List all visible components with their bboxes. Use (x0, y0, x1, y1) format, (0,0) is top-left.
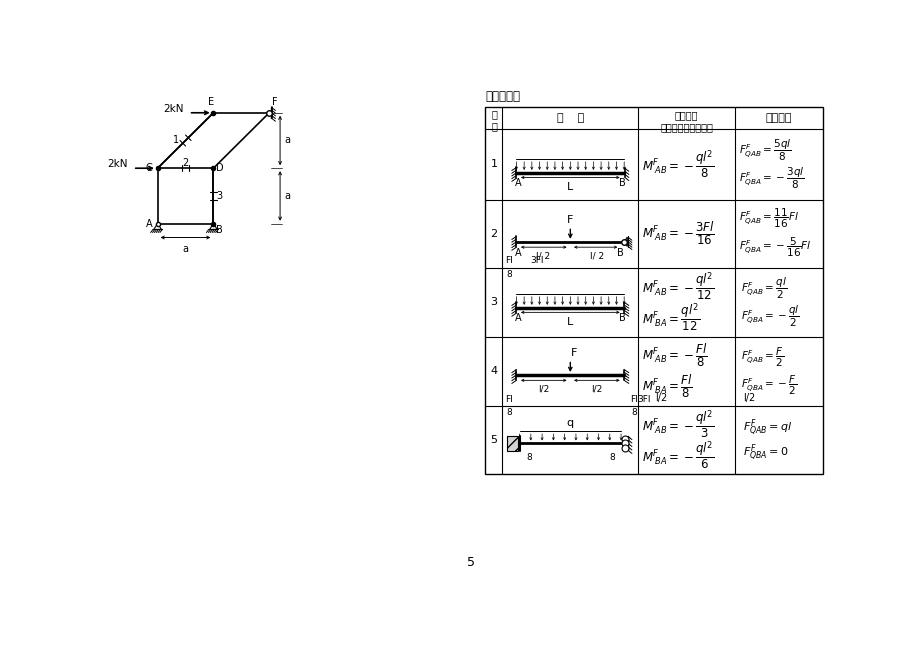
Text: A: A (514, 178, 521, 188)
Bar (485, 107, 822, 474)
Text: q: q (566, 418, 573, 428)
Text: $F^F_{QBA}=0$: $F^F_{QBA}=0$ (742, 442, 788, 463)
Text: C: C (145, 163, 152, 173)
Text: A: A (514, 248, 521, 258)
Text: B: B (216, 225, 222, 235)
Text: L: L (567, 182, 573, 192)
Text: 1: 1 (490, 159, 497, 169)
Text: $F^F_{QAB}=\dfrac{ql}{2}$: $F^F_{QAB}=\dfrac{ql}{2}$ (741, 276, 787, 301)
Text: $M^F_{\ AB}=-\dfrac{ql^2}{8}$: $M^F_{\ AB}=-\dfrac{ql^2}{8}$ (641, 148, 714, 180)
Text: l/ 2: l/ 2 (536, 252, 550, 261)
Text: 8: 8 (608, 452, 614, 462)
Text: 固端弯矩
（顺时针转向为正）: 固端弯矩 （顺时针转向为正） (660, 109, 712, 132)
Text: $M^F_{\ BA}=-\dfrac{ql^2}{6}$: $M^F_{\ BA}=-\dfrac{ql^2}{6}$ (641, 439, 714, 471)
Text: $M^F_{\ BA}=\dfrac{ql^2}{12}$: $M^F_{\ BA}=\dfrac{ql^2}{12}$ (641, 301, 699, 334)
Text: 2kN: 2kN (164, 104, 184, 114)
Text: Fl: Fl (505, 256, 513, 265)
Text: $M^F_{\ AB}=-\dfrac{ql^2}{3}$: $M^F_{\ AB}=-\dfrac{ql^2}{3}$ (641, 408, 714, 441)
Text: $F^F_{QAB}=\dfrac{11}{16}Fl$: $F^F_{QAB}=\dfrac{11}{16}Fl$ (738, 206, 798, 230)
Text: 3: 3 (490, 298, 497, 307)
Text: $M^F_{\ AB}=-\dfrac{3Fl}{16}$: $M^F_{\ AB}=-\dfrac{3Fl}{16}$ (641, 220, 714, 247)
Text: $F^F_{QBA}=-\dfrac{ql}{2}$: $F^F_{QBA}=-\dfrac{ql}{2}$ (741, 303, 800, 329)
Text: 3Fl: 3Fl (530, 256, 543, 265)
Text: 5: 5 (467, 557, 475, 570)
Text: F: F (272, 98, 278, 107)
Text: a: a (284, 191, 289, 201)
Text: F: F (566, 215, 573, 225)
Text: 5: 5 (490, 435, 497, 445)
Text: Fl: Fl (630, 395, 638, 404)
Text: $F^F_{QBA}=-\dfrac{5}{16}Fl$: $F^F_{QBA}=-\dfrac{5}{16}Fl$ (738, 236, 811, 259)
Text: 3: 3 (216, 191, 222, 201)
Text: $M^F_{\ AB}=-\dfrac{Fl}{8}$: $M^F_{\ AB}=-\dfrac{Fl}{8}$ (641, 342, 707, 369)
Text: 3Fl: 3Fl (637, 395, 651, 404)
Text: $M^F_{\ AB}=-\dfrac{ql^2}{12}$: $M^F_{\ AB}=-\dfrac{ql^2}{12}$ (641, 271, 714, 303)
Text: 参考图表：: 参考图表： (485, 90, 520, 103)
Text: $F^F_{QBA}=-\dfrac{3ql}{8}$: $F^F_{QBA}=-\dfrac{3ql}{8}$ (738, 165, 803, 191)
Text: $F^F_{QBA}=-\dfrac{F}{2}$: $F^F_{QBA}=-\dfrac{F}{2}$ (741, 374, 797, 397)
Text: l/2: l/2 (538, 385, 549, 394)
Text: L: L (567, 317, 573, 327)
Text: 2kN: 2kN (108, 159, 128, 169)
Text: 8: 8 (506, 270, 512, 279)
Text: B: B (617, 248, 623, 258)
Text: D: D (216, 163, 223, 173)
Text: l/2: l/2 (654, 393, 667, 404)
Text: l/2: l/2 (742, 393, 754, 404)
Text: $F^F_{QAB}=ql$: $F^F_{QAB}=ql$ (742, 417, 791, 438)
Text: 8: 8 (630, 408, 637, 417)
Text: 1: 1 (173, 135, 179, 145)
Bar (506, 436, 517, 451)
Text: F: F (571, 348, 577, 358)
Text: E: E (208, 96, 214, 107)
Text: $F^F_{QAB}=\dfrac{F}{2}$: $F^F_{QAB}=\dfrac{F}{2}$ (741, 346, 784, 369)
Text: A: A (514, 313, 521, 323)
Text: 编
号: 编 号 (491, 109, 496, 132)
Text: Fl: Fl (505, 395, 513, 404)
Text: A: A (145, 219, 152, 229)
Text: B: B (618, 178, 625, 188)
Text: 简    图: 简 图 (556, 113, 584, 123)
Text: 4: 4 (490, 367, 497, 376)
Text: $M^F_{\ BA}=\dfrac{Fl}{8}$: $M^F_{\ BA}=\dfrac{Fl}{8}$ (641, 374, 692, 400)
Text: a: a (182, 244, 188, 255)
Text: 8: 8 (506, 408, 512, 417)
Text: l/ 2: l/ 2 (590, 252, 604, 261)
Text: 2: 2 (490, 229, 497, 239)
Text: a: a (284, 135, 289, 145)
Text: $F^F_{QAB}=\dfrac{5ql}{8}$: $F^F_{QAB}=\dfrac{5ql}{8}$ (738, 138, 790, 163)
Text: 8: 8 (526, 452, 531, 462)
Text: l/2: l/2 (591, 385, 602, 394)
Text: 固端剪力: 固端剪力 (765, 113, 791, 123)
Text: 2: 2 (182, 158, 188, 168)
Text: B: B (618, 313, 625, 323)
